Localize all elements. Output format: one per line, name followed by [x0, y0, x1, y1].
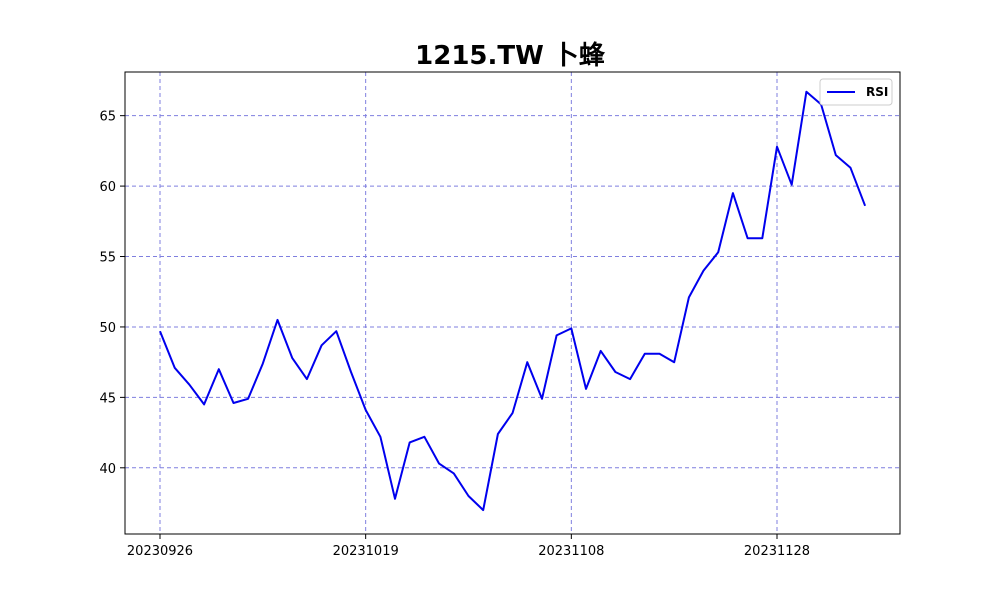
series-line-rsi	[159, 90, 867, 512]
x-tick-label: 20231128	[744, 544, 810, 559]
x-tick-label: 20230926	[127, 544, 193, 559]
legend-label-rsi: RSI	[866, 85, 888, 99]
chart-title: 1215.TW 卜蜂	[415, 41, 606, 71]
legend: RSI	[819, 78, 893, 106]
x-tick-label: 20231019	[333, 544, 399, 559]
y-tick-label: 50	[99, 321, 116, 336]
grid-lines	[125, 72, 900, 534]
axis-ticks: 40 45 50 55 60 65 20230926 20231019 20231108 2023…	[99, 110, 810, 559]
x-tick-label: 20231108	[538, 544, 604, 559]
y-tick-label: 65	[99, 110, 116, 125]
series-layer	[159, 90, 867, 512]
plot-area-frame	[124, 71, 901, 535]
y-tick-label: 45	[99, 391, 116, 406]
legend-box	[819, 78, 893, 106]
y-tick-label: 40	[99, 462, 116, 477]
y-tick-label: 55	[99, 251, 116, 266]
y-tick-label: 60	[99, 180, 116, 195]
